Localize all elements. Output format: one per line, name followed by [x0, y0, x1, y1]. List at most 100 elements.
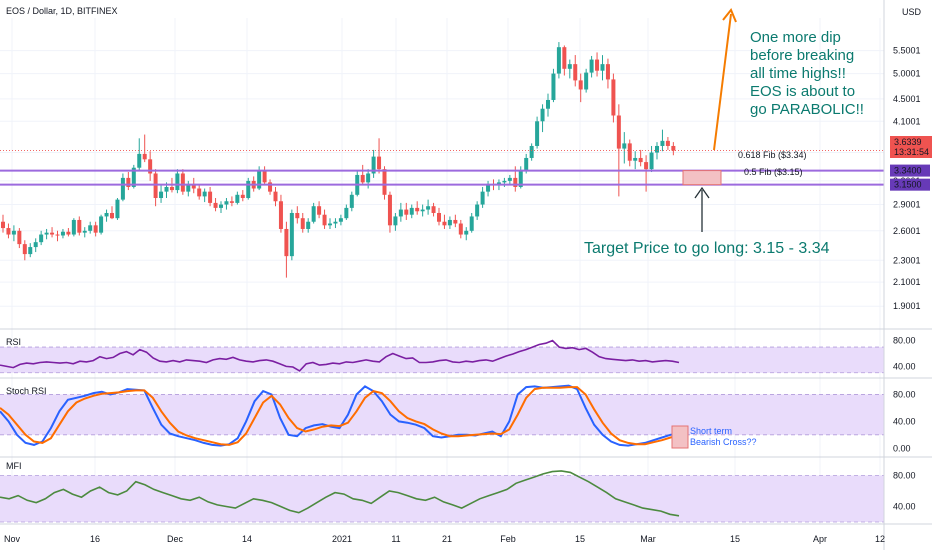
candle-body [475, 204, 480, 217]
y-tick-label: 1.9001 [893, 301, 921, 311]
candle-body [442, 221, 447, 226]
candle-body [665, 140, 670, 146]
currency-label: USD [902, 7, 922, 17]
candle-body [556, 47, 561, 74]
candle-body [633, 157, 638, 161]
candle-body [120, 177, 125, 200]
callout-line-4: EOS is about to [750, 83, 855, 100]
y-tick-label: 2.3001 [893, 255, 921, 265]
candle-body [137, 153, 142, 168]
candle-body [262, 170, 267, 183]
fib-618-label: 0.618 Fib ($3.34) [738, 150, 807, 160]
candle-body [584, 72, 589, 90]
candle-body [131, 167, 136, 187]
candle-body [311, 206, 316, 222]
x-tick-label: 21 [442, 534, 452, 544]
stoch-cross-box [671, 425, 689, 449]
y-tick-label: 5.5001 [893, 46, 921, 56]
candle-body [453, 219, 458, 224]
candle-body [644, 162, 649, 170]
x-tick-label: 11 [391, 534, 400, 544]
candle-body [480, 191, 485, 205]
callout-line-2: before breaking [750, 47, 854, 64]
candle-body [328, 223, 332, 226]
candle-body [153, 173, 158, 199]
stoch-panel-title: Stoch RSI [6, 386, 47, 396]
target-price-text: Target Price to go long: 3.15 - 3.34 [584, 240, 830, 257]
candle-body [44, 232, 49, 235]
candle-body [360, 174, 365, 183]
callout-line-3: all time highs!! [750, 65, 846, 82]
candle-body [268, 182, 273, 192]
candle-body [638, 157, 643, 163]
candle-body [338, 218, 343, 222]
x-tick-label: Mar [640, 534, 656, 544]
candle-body [104, 212, 109, 217]
candle-body [186, 183, 191, 192]
stoch-note-text: Short term Bearish Cross?? [690, 426, 757, 447]
candle-body [71, 219, 76, 235]
candle-body [240, 194, 245, 199]
candle-body [551, 73, 556, 100]
fib-05-badge [890, 178, 930, 191]
candle-body [573, 64, 578, 81]
candle-body [458, 223, 463, 235]
candle-body [289, 212, 294, 257]
stoch-note-line-1: Short term [690, 426, 732, 436]
y-tick-label: 4.5001 [893, 94, 921, 104]
candle-body [398, 209, 403, 217]
indicator-y-tick: 80.00 [893, 471, 916, 481]
candle-body [164, 186, 169, 192]
candle-body [595, 59, 600, 71]
grid-lines [0, 18, 884, 524]
candle-body [567, 64, 572, 69]
candle-body [622, 143, 627, 149]
candle-body [126, 177, 131, 187]
indicator-band [0, 475, 884, 522]
indicator-bands [0, 346, 884, 523]
candle-body [404, 209, 409, 215]
candle-body [437, 212, 441, 222]
stoch-line-D [0, 386, 680, 446]
candle-body [235, 194, 240, 203]
candle-body [169, 186, 174, 191]
x-tick-label: Feb [500, 534, 516, 544]
fib-618-badge [890, 164, 930, 177]
candle-body [317, 206, 322, 215]
candle-body [273, 191, 278, 202]
x-tick-label: 14 [242, 534, 252, 544]
indicator-y-tick: 40.00 [893, 361, 916, 371]
candle-body [535, 121, 540, 146]
candle-body [295, 212, 300, 219]
candle-body [605, 64, 610, 80]
y-tick-label: 2.9001 [893, 200, 921, 210]
candle-body [99, 216, 104, 233]
bar-countdown: 13:31:54 [894, 147, 929, 157]
candle-body [39, 234, 44, 243]
candle-body [393, 216, 398, 226]
candle-body [77, 219, 82, 233]
y-tick-label: 4.1001 [893, 116, 921, 126]
y-tick-label: 2.1001 [893, 277, 921, 287]
candle-body [11, 230, 16, 235]
candle-body [60, 231, 65, 236]
stoch-note-line-2: Bearish Cross?? [690, 437, 757, 447]
candle-body [322, 214, 327, 226]
candle-body [349, 194, 354, 208]
y-tick-label: 2.6001 [893, 226, 921, 236]
candle-body [208, 191, 213, 203]
candle-body [344, 207, 349, 219]
fib-05-label: 0.5 Fib ($3.15) [744, 167, 803, 177]
x-tick-label: 15 [730, 534, 740, 544]
x-tick-label: 16 [90, 534, 100, 544]
x-tick-label: 2021 [332, 534, 352, 544]
candle-body [486, 183, 491, 192]
candle-body [671, 145, 676, 151]
y-tick-label: 5.0001 [893, 69, 921, 79]
candle-body [55, 234, 60, 236]
candle-body [300, 218, 305, 229]
x-tick-label: Nov [4, 534, 21, 544]
x-tick-label: 15 [575, 534, 585, 544]
candles-group [0, 42, 884, 278]
